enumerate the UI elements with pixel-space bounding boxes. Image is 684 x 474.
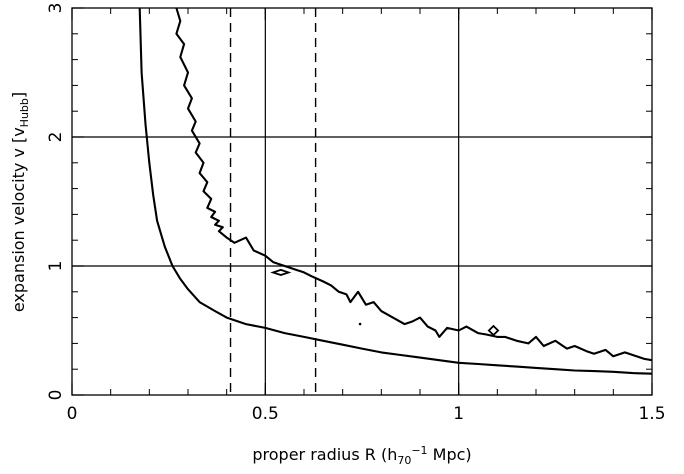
x-tick-label: 0.5 (252, 404, 279, 424)
contour-line-lower (138, 7, 653, 375)
y-tick-label: 0 (46, 390, 66, 401)
y-axis-title: expansion velocity v [vHubb] (9, 92, 31, 312)
y-tick-label: 1 (46, 261, 66, 272)
x-tick-label: 1.5 (638, 404, 665, 424)
x-tick-label: 1 (453, 404, 464, 424)
y-tick-label: 3 (46, 3, 66, 14)
contour-island (270, 268, 292, 276)
contour-line-upper (175, 7, 653, 362)
x-tick-label: 0 (67, 404, 78, 424)
plot-frame (71, 7, 653, 396)
y-tick-label: 2 (46, 132, 66, 143)
x-axis-title: proper radius R (h70−1 Mpc) (252, 444, 471, 467)
contour-island (487, 324, 500, 337)
contour-dot (358, 322, 362, 326)
